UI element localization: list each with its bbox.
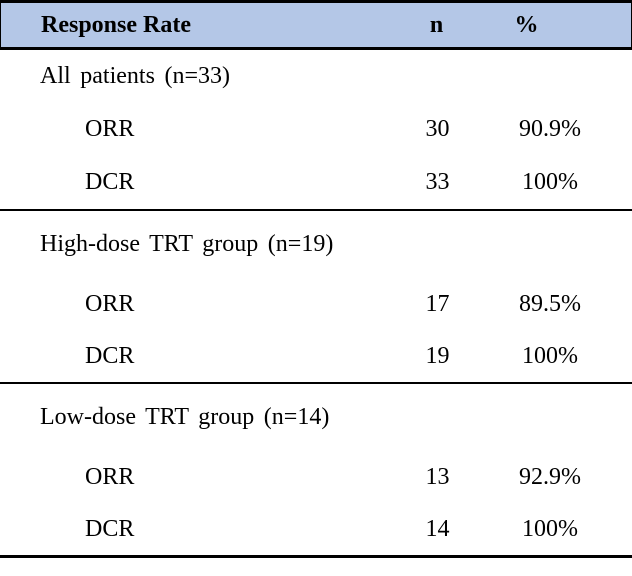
- row-percent-value: 100%: [522, 169, 578, 195]
- section-all-patients: All patients (n=33) ORR 30 90.9% DCR 33 …: [0, 50, 632, 211]
- group-row: Low-dose TRT group (n=14): [0, 384, 632, 451]
- group-label: Low-dose TRT group (n=14): [40, 404, 330, 430]
- row-n-value: 19: [425, 342, 450, 369]
- row-n-value: 17: [425, 290, 450, 317]
- table-row: ORR 17 89.5%: [0, 278, 632, 330]
- header-percent: %: [514, 11, 539, 38]
- group-label: High-dose TRT group (n=19): [40, 231, 334, 257]
- row-percent-value: 92.9%: [519, 463, 581, 490]
- section-high-dose-trt: High-dose TRT group (n=19) ORR 17 89.5% …: [0, 211, 632, 384]
- table-row: DCR 33 100%: [0, 156, 632, 209]
- row-percent-value: 100%: [522, 342, 578, 369]
- row-label: DCR: [85, 169, 135, 195]
- table-row: DCR 19 100%: [0, 330, 632, 382]
- group-row: High-dose TRT group (n=19): [0, 211, 632, 278]
- row-percent-value: 90.9%: [519, 116, 581, 142]
- row-n-value: 33: [425, 169, 450, 195]
- row-label: DCR: [85, 342, 135, 369]
- row-label: DCR: [85, 515, 135, 542]
- row-label: ORR: [85, 463, 135, 490]
- header-response-rate: Response Rate: [41, 11, 191, 38]
- table-row: ORR 30 90.9%: [0, 103, 632, 156]
- row-n-value: 30: [425, 116, 450, 142]
- row-percent-value: 89.5%: [519, 290, 581, 317]
- row-label: ORR: [85, 116, 135, 142]
- response-rate-table: Response Rate n % All patients (n=33) OR…: [0, 0, 632, 558]
- row-label: ORR: [85, 290, 135, 317]
- group-label: All patients (n=33): [40, 63, 231, 89]
- table-row: ORR 13 92.9%: [0, 451, 632, 503]
- group-row: All patients (n=33): [0, 50, 632, 103]
- header-n: n: [429, 11, 444, 38]
- table-row: DCR 14 100%: [0, 503, 632, 555]
- row-n-value: 13: [425, 463, 450, 490]
- row-n-value: 14: [425, 515, 450, 542]
- section-low-dose-trt: Low-dose TRT group (n=14) ORR 13 92.9% D…: [0, 384, 632, 558]
- row-percent-value: 100%: [522, 515, 578, 542]
- table-header-row: Response Rate n %: [0, 0, 632, 50]
